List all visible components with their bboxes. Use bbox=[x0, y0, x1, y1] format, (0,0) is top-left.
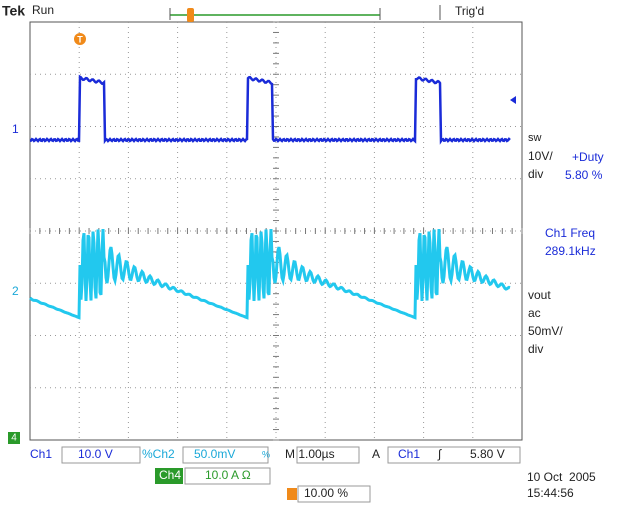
ch1-label: 10V/ bbox=[528, 149, 553, 163]
ch2-label: ac bbox=[528, 306, 541, 320]
duty-value: 5.80 % bbox=[565, 168, 603, 182]
ch1-marker: 1 bbox=[12, 122, 19, 136]
ch1-scale: 10.0 V bbox=[78, 447, 113, 461]
freq-value: 289.1kHz bbox=[545, 244, 596, 258]
ch2-scale: 50.0mV bbox=[194, 447, 235, 461]
trigger-offset-box bbox=[297, 485, 371, 503]
ch2-label: vout bbox=[528, 288, 551, 302]
trigger-box bbox=[387, 446, 521, 464]
run-status: Run bbox=[32, 3, 54, 17]
duty-label: +Duty bbox=[572, 150, 604, 164]
ch1-label: div bbox=[528, 167, 543, 181]
ch2-waveform bbox=[29, 229, 511, 320]
ch4-scale: 10.0 A Ω bbox=[205, 468, 251, 482]
ch2-suffix: % bbox=[262, 449, 270, 459]
ch2-footer: %Ch2 bbox=[142, 447, 175, 461]
waveforms bbox=[29, 74, 511, 320]
ch1-scale-box bbox=[61, 446, 141, 464]
trigger-position-marker bbox=[74, 33, 86, 45]
ch2-scale-box bbox=[182, 446, 269, 464]
trigger-position-label: T bbox=[77, 34, 83, 44]
trigger-source: Ch1 bbox=[398, 447, 420, 461]
freq-label: Ch1 Freq bbox=[545, 226, 595, 240]
timebase-box bbox=[296, 446, 360, 464]
trigger-offset: 10.00 % bbox=[304, 486, 348, 500]
trigger-level-arrow bbox=[510, 96, 516, 104]
ch4-marker-box bbox=[8, 432, 20, 444]
date: 10 Oct 2005 bbox=[527, 470, 596, 484]
ch1-waveform bbox=[29, 74, 511, 145]
brand: Tek bbox=[2, 3, 25, 19]
trigger-offset-icon bbox=[287, 488, 297, 500]
trigger-level: 5.80 V bbox=[470, 447, 505, 461]
ch1-footer: Ch1 bbox=[30, 447, 52, 461]
ch4-scale-box bbox=[184, 467, 271, 485]
ch2-label: 50mV/ bbox=[528, 324, 563, 338]
trigger-slope: ∫ bbox=[437, 447, 442, 461]
ch2-label: div bbox=[528, 342, 543, 356]
ch4-footer: Ch4 bbox=[159, 468, 181, 482]
ch4-marker: 4 bbox=[11, 433, 17, 444]
trigger-mode: A bbox=[372, 447, 380, 461]
timebase: M 1.00µs bbox=[285, 447, 335, 461]
ch4-footer-box bbox=[155, 468, 183, 484]
time: 15:44:56 bbox=[527, 486, 574, 500]
ch1-label: sw bbox=[528, 132, 542, 144]
trigger-status: Trig'd bbox=[455, 4, 484, 18]
record-marker bbox=[187, 8, 194, 22]
ch2-marker: 2 bbox=[12, 284, 19, 298]
